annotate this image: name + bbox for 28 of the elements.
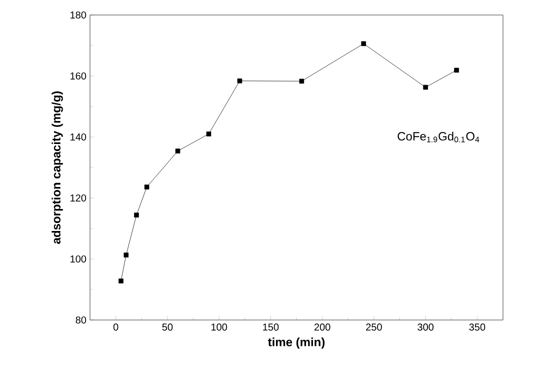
point — [454, 68, 459, 73]
x-tick-label: 300 — [418, 324, 434, 331]
y-tick-label: 180 — [70, 11, 86, 19]
x-tick-label: 50 — [162, 324, 173, 331]
x-tick-label: 100 — [211, 324, 228, 331]
x-tick-label: 150 — [263, 324, 279, 331]
y-tick-label: 80 — [76, 316, 86, 324]
point — [361, 41, 366, 46]
x-axis-title: time (min) — [268, 337, 325, 349]
y-axis-title: adsorption capacity (mg/g) — [52, 91, 63, 244]
point — [134, 212, 139, 218]
point — [237, 78, 242, 84]
point — [144, 184, 150, 190]
y-tick-label: 100 — [70, 255, 86, 263]
point — [206, 132, 212, 136]
point — [118, 278, 124, 284]
point — [124, 252, 129, 258]
x-tick-label: 200 — [314, 324, 330, 331]
annotation: CoFe$_{1.9}$Gd$_{0.1}$O$_{4}$ — [398, 132, 480, 142]
x-tick-label: 0 — [113, 324, 118, 331]
y-tick-label: 120 — [70, 194, 86, 202]
y-tick-label: 140 — [70, 133, 86, 141]
point — [299, 78, 304, 84]
y-tick-label: 160 — [70, 72, 86, 80]
x-tick-label: 350 — [469, 324, 486, 331]
point — [423, 84, 428, 90]
point — [175, 148, 180, 154]
x-tick-label: 250 — [366, 324, 382, 331]
